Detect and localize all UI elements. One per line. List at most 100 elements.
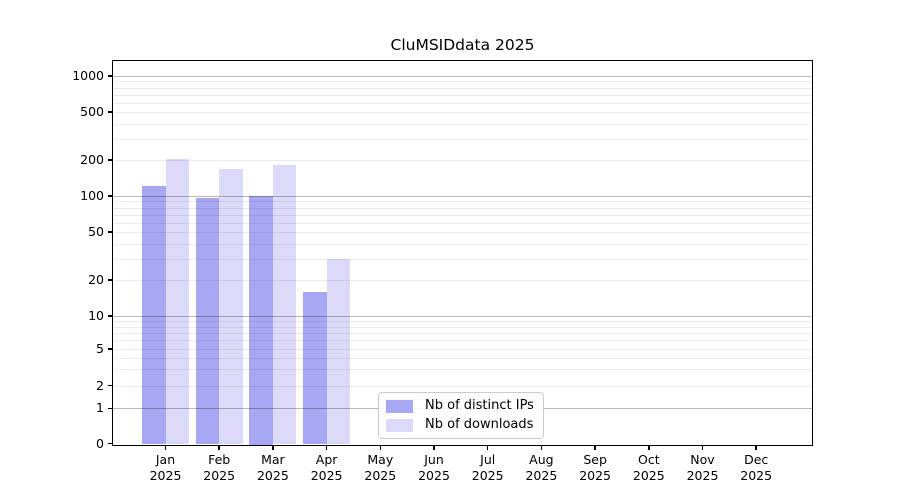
- gridline-minor: [113, 279, 812, 281]
- y-tick: [108, 75, 112, 77]
- year-label: 2025: [579, 468, 611, 483]
- y-tick: [108, 442, 112, 445]
- gridline-minor: [113, 159, 812, 161]
- year-label: 2025: [418, 468, 450, 483]
- y-tick-label: 1000: [72, 68, 104, 83]
- month-label: Aug: [529, 452, 554, 467]
- x-tick-label-aug: Aug 2025: [509, 452, 573, 484]
- gridline-major: [113, 76, 812, 77]
- chart-title: CluMSIDdata 2025: [390, 36, 535, 54]
- x-tick-label-jul: Jul 2025: [456, 452, 520, 484]
- legend-label-distinct-ips: Nb of distinct IPs: [425, 398, 534, 413]
- month-label: Mar: [261, 452, 285, 467]
- month-label: Feb: [208, 452, 231, 467]
- bar-downloads-feb: [219, 168, 243, 445]
- x-tick: [486, 446, 489, 450]
- x-tick: [755, 446, 757, 450]
- gridline-minor: [113, 138, 812, 140]
- x-tick: [218, 446, 220, 450]
- x-tick: [701, 446, 704, 450]
- year-label: 2025: [740, 468, 773, 483]
- month-label: Sep: [583, 452, 607, 467]
- gridline-major: [113, 196, 812, 197]
- x-tick-label-nov: Nov 2025: [671, 452, 735, 484]
- gridline-minor: [113, 81, 812, 83]
- month-label: Apr: [315, 452, 338, 467]
- bar-distinct-ips-feb: [195, 197, 220, 445]
- y-tick-label: 20: [88, 271, 104, 287]
- plot-area: [111, 59, 813, 446]
- gridline-minor: [113, 232, 812, 234]
- gridline-minor: [113, 349, 812, 350]
- legend-swatch-downloads: [386, 418, 413, 432]
- gridline-minor: [113, 214, 812, 216]
- gridline-minor: [113, 340, 812, 342]
- y-tick: [108, 111, 112, 113]
- year-label: 2025: [149, 468, 182, 483]
- gridline-minor: [113, 357, 812, 359]
- gridline-minor: [113, 112, 812, 114]
- x-tick-label-jan: Jan 2025: [134, 452, 198, 484]
- gridline-minor: [113, 94, 812, 96]
- month-label: Dec: [744, 452, 769, 467]
- x-tick: [272, 446, 274, 450]
- y-tick: [108, 407, 112, 410]
- bar-distinct-ips-apr: [303, 291, 327, 445]
- gridline-minor: [113, 243, 812, 245]
- gridline-minor: [113, 369, 812, 371]
- year-label: 2025: [471, 468, 504, 483]
- month-label: Jan: [155, 452, 176, 467]
- y-tick-label: 0: [96, 435, 104, 451]
- x-tick-label-dec: Dec 2025: [724, 452, 788, 484]
- bar-distinct-ips-mar: [249, 196, 273, 445]
- y-tick-label: 10: [88, 308, 104, 323]
- y-tick: [108, 159, 112, 161]
- x-tick-label-apr: Apr 2025: [295, 452, 359, 484]
- y-tick: [108, 231, 112, 233]
- x-tick: [433, 446, 435, 450]
- y-tick-label: 5: [96, 341, 104, 356]
- x-tick: [594, 446, 596, 450]
- bar-downloads-jan: [165, 158, 189, 445]
- gridline-major: [113, 316, 812, 317]
- y-tick-label: 1: [96, 400, 104, 416]
- y-tick-label: 50: [88, 224, 104, 240]
- gridline-minor: [113, 102, 812, 104]
- x-tick-label-oct: Oct 2025: [617, 452, 681, 484]
- year-label: 2025: [525, 468, 558, 483]
- y-tick: [108, 315, 112, 317]
- y-tick: [108, 195, 112, 197]
- x-tick: [648, 446, 650, 450]
- year-label: 2025: [632, 468, 665, 483]
- year-label: 2025: [256, 468, 289, 483]
- x-tick-label-mar: Mar 2025: [241, 452, 305, 484]
- gridline-minor: [113, 321, 812, 323]
- month-label: Nov: [690, 452, 715, 467]
- y-tick-label: 100: [80, 188, 104, 203]
- month-label: Jun: [424, 452, 444, 467]
- year-label: 2025: [686, 468, 719, 483]
- gridline-minor: [113, 123, 812, 125]
- y-tick: [108, 384, 112, 387]
- gridline-minor: [113, 87, 812, 89]
- gridline-minor: [113, 258, 812, 260]
- y-tick: [108, 348, 112, 350]
- x-tick: [164, 446, 167, 450]
- legend-item-distinct-ips: Nb of distinct IPs: [386, 399, 535, 413]
- gridline-minor: [113, 222, 812, 224]
- gridline-minor: [113, 201, 812, 203]
- month-label: May: [367, 452, 394, 467]
- y-tick-label: 200: [80, 151, 104, 167]
- legend-item-downloads: Nb of downloads: [386, 418, 535, 432]
- x-tick: [540, 446, 543, 450]
- gridline-minor: [113, 207, 812, 209]
- gridline-minor: [113, 326, 812, 328]
- y-tick: [108, 279, 112, 281]
- bar-downloads-mar: [272, 164, 297, 445]
- legend-swatch-distinct-ips: [386, 399, 413, 413]
- legend: Nb of distinct IPs Nb of downloads: [378, 392, 544, 439]
- bar-downloads-apr: [326, 258, 351, 445]
- y-tick-label: 500: [80, 104, 104, 120]
- year-label: 2025: [364, 468, 397, 483]
